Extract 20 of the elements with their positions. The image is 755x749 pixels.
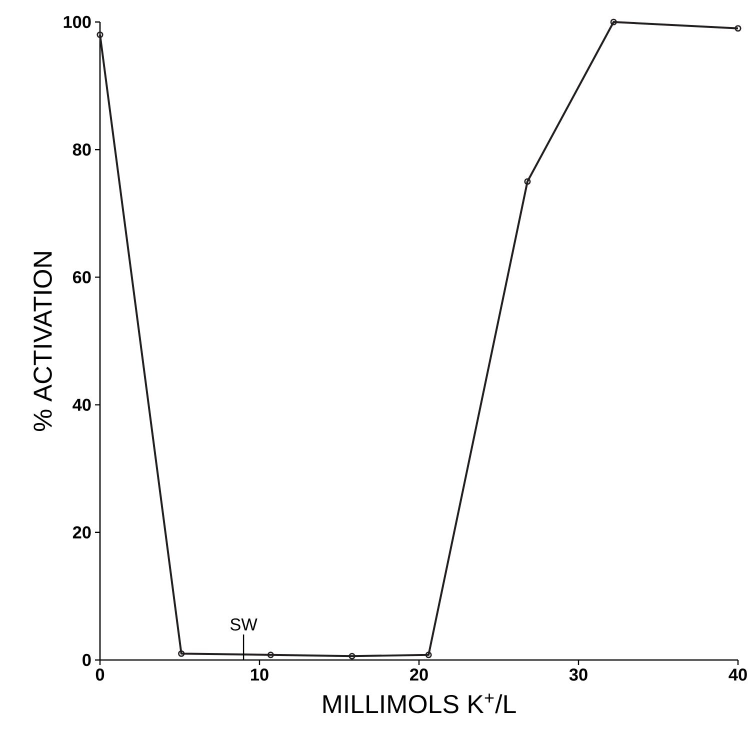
y-tick-label: 60	[72, 271, 91, 284]
y-tick-label: 0	[82, 654, 91, 666]
point	[425, 652, 432, 658]
point	[610, 18, 617, 26]
y-tick-label: 80	[72, 144, 91, 156]
y-tick-label: 100	[64, 16, 91, 28]
y-tick-label: 40	[72, 398, 91, 411]
point	[348, 652, 356, 660]
x-tick-label: 30	[569, 668, 588, 681]
point	[178, 650, 185, 657]
y-axis-title: % ACTIVATION	[34, 252, 52, 431]
x-axis-title: MILLIMOLS K$^{+}$/L	[323, 694, 516, 714]
point	[524, 178, 531, 185]
x-tick-label: 0	[96, 668, 104, 681]
x-tick-label: 10	[251, 668, 268, 681]
point	[267, 652, 274, 658]
ref-line-label: SW	[230, 618, 258, 631]
y-tick-label: 20	[72, 526, 91, 538]
x-tick-label: 40	[728, 668, 747, 681]
x-tick-label: 20	[410, 668, 428, 681]
